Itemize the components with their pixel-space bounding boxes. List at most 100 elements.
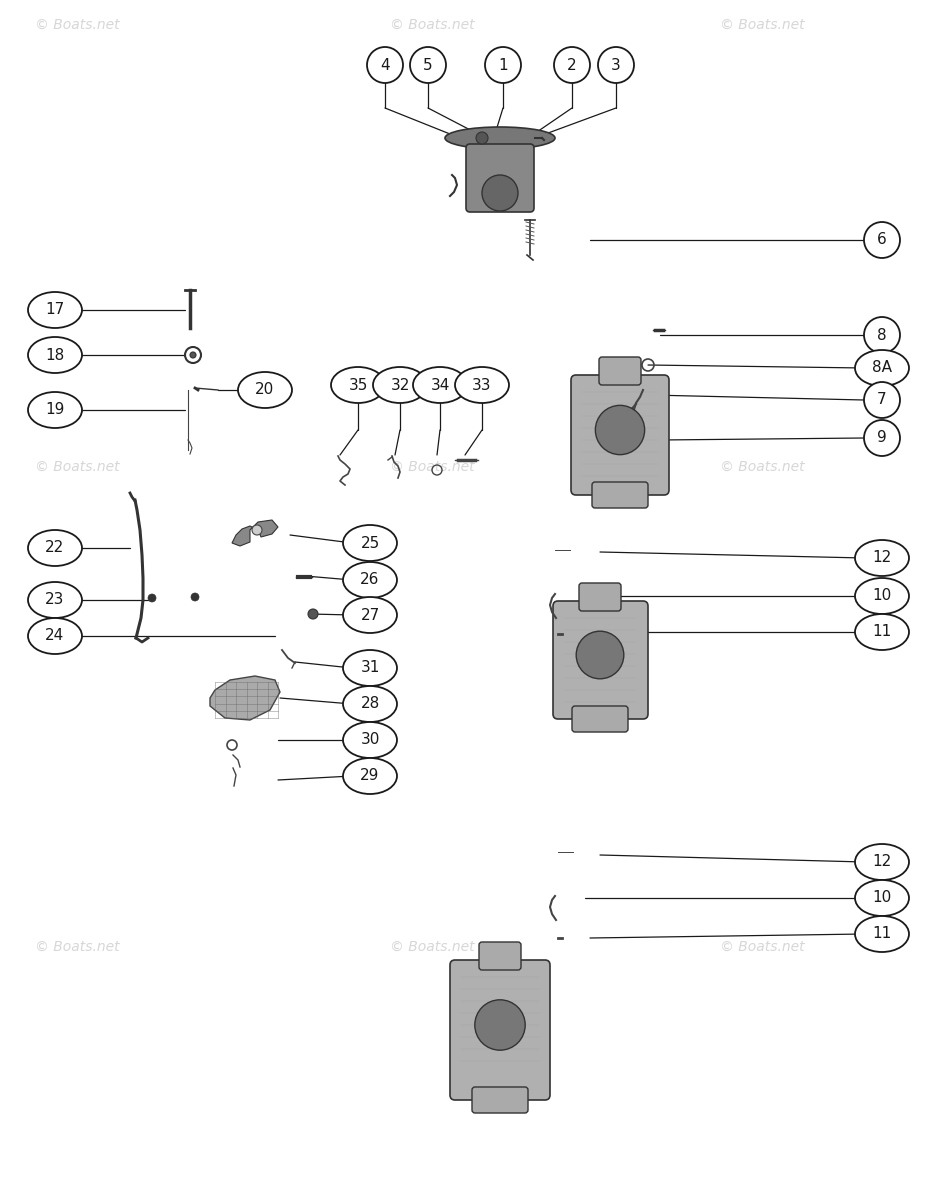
Ellipse shape — [28, 618, 82, 654]
Text: 1: 1 — [498, 58, 507, 72]
Text: 8A: 8A — [872, 360, 892, 376]
Text: 19: 19 — [45, 402, 65, 418]
Ellipse shape — [855, 844, 909, 880]
Ellipse shape — [410, 47, 446, 83]
FancyBboxPatch shape — [592, 482, 648, 508]
Polygon shape — [232, 520, 278, 546]
Text: 8: 8 — [877, 328, 887, 342]
Text: 29: 29 — [360, 768, 380, 784]
Text: 23: 23 — [45, 593, 65, 607]
Text: 11: 11 — [872, 926, 892, 942]
FancyBboxPatch shape — [579, 583, 621, 611]
Text: 24: 24 — [45, 629, 65, 643]
Circle shape — [148, 594, 156, 602]
Ellipse shape — [28, 392, 82, 428]
Ellipse shape — [343, 650, 397, 686]
Ellipse shape — [855, 540, 909, 576]
Text: 34: 34 — [431, 378, 450, 392]
Ellipse shape — [331, 367, 385, 403]
Text: 22: 22 — [45, 540, 65, 556]
Ellipse shape — [343, 686, 397, 722]
Ellipse shape — [855, 578, 909, 614]
Text: 9: 9 — [877, 431, 887, 445]
Text: 10: 10 — [872, 588, 892, 604]
Ellipse shape — [28, 337, 82, 373]
Ellipse shape — [855, 614, 909, 650]
Ellipse shape — [598, 47, 634, 83]
Text: © Boats.net: © Boats.net — [720, 18, 805, 32]
FancyBboxPatch shape — [572, 706, 628, 732]
Ellipse shape — [367, 47, 403, 83]
Text: 6: 6 — [877, 233, 887, 247]
Circle shape — [191, 593, 199, 601]
Text: © Boats.net: © Boats.net — [35, 460, 119, 474]
Text: 11: 11 — [872, 624, 892, 640]
Ellipse shape — [28, 530, 82, 566]
Ellipse shape — [238, 372, 292, 408]
Text: © Boats.net: © Boats.net — [390, 460, 475, 474]
Polygon shape — [210, 676, 280, 720]
Text: 35: 35 — [348, 378, 368, 392]
Ellipse shape — [864, 420, 900, 456]
Text: 12: 12 — [872, 854, 892, 870]
Ellipse shape — [343, 526, 397, 560]
Circle shape — [190, 352, 196, 358]
Text: 4: 4 — [381, 58, 390, 72]
Text: 17: 17 — [45, 302, 65, 318]
FancyBboxPatch shape — [553, 601, 648, 719]
Text: 28: 28 — [360, 696, 380, 712]
Text: 31: 31 — [360, 660, 380, 676]
Circle shape — [476, 132, 488, 144]
Text: 2: 2 — [568, 58, 577, 72]
FancyBboxPatch shape — [599, 358, 641, 385]
Circle shape — [308, 608, 318, 619]
Ellipse shape — [485, 47, 521, 83]
Text: 5: 5 — [423, 58, 432, 72]
Ellipse shape — [28, 582, 82, 618]
Text: 30: 30 — [360, 732, 380, 748]
Text: 12: 12 — [872, 551, 892, 565]
Text: 27: 27 — [360, 607, 380, 623]
Ellipse shape — [343, 722, 397, 758]
Ellipse shape — [455, 367, 509, 403]
Ellipse shape — [554, 47, 590, 83]
Circle shape — [475, 1000, 525, 1050]
Text: © Boats.net: © Boats.net — [720, 940, 805, 954]
Ellipse shape — [855, 880, 909, 916]
FancyBboxPatch shape — [472, 1087, 528, 1114]
Ellipse shape — [445, 127, 555, 149]
Ellipse shape — [864, 317, 900, 353]
Ellipse shape — [864, 222, 900, 258]
Ellipse shape — [855, 916, 909, 952]
Text: 7: 7 — [877, 392, 887, 408]
Circle shape — [482, 175, 518, 211]
Text: 32: 32 — [391, 378, 409, 392]
Ellipse shape — [855, 350, 909, 386]
Text: © Boats.net: © Boats.net — [35, 940, 119, 954]
Text: 10: 10 — [872, 890, 892, 906]
Text: 33: 33 — [472, 378, 492, 392]
Text: 18: 18 — [45, 348, 65, 362]
FancyBboxPatch shape — [571, 374, 669, 494]
Ellipse shape — [343, 596, 397, 634]
Text: 20: 20 — [256, 383, 275, 397]
Text: © Boats.net: © Boats.net — [390, 18, 475, 32]
FancyBboxPatch shape — [450, 960, 550, 1100]
Ellipse shape — [413, 367, 467, 403]
Text: 25: 25 — [360, 535, 380, 551]
FancyBboxPatch shape — [479, 942, 521, 970]
Ellipse shape — [343, 758, 397, 794]
Ellipse shape — [343, 562, 397, 598]
Ellipse shape — [864, 382, 900, 418]
Circle shape — [576, 631, 624, 679]
Ellipse shape — [373, 367, 427, 403]
Text: © Boats.net: © Boats.net — [720, 460, 805, 474]
FancyBboxPatch shape — [466, 144, 534, 212]
Text: © Boats.net: © Boats.net — [35, 18, 119, 32]
Circle shape — [595, 406, 644, 455]
Ellipse shape — [28, 292, 82, 328]
Text: 3: 3 — [611, 58, 620, 72]
Text: © Boats.net: © Boats.net — [390, 940, 475, 954]
Circle shape — [252, 526, 262, 535]
Text: 26: 26 — [360, 572, 380, 588]
